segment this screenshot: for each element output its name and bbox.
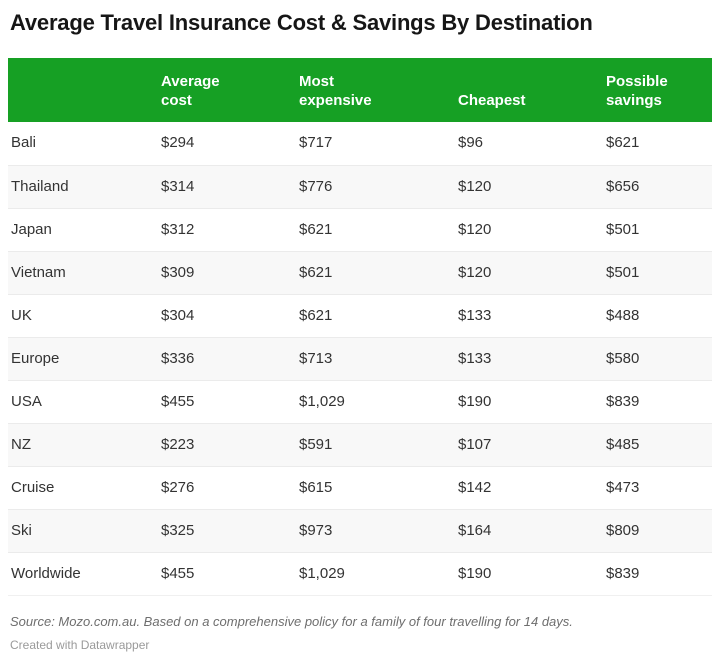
header-cheapest-label: Cheapest — [458, 92, 526, 109]
table-row: UK $304 $621 $133 $488 — [8, 294, 712, 337]
cell-destination: Ski — [11, 521, 32, 539]
cell-most-expensive: $1,029 — [299, 392, 345, 410]
table-body: Bali $294 $717 $96 $621 Thailand $314 $776 $120 $… — [8, 122, 712, 595]
header-most-expensive-label: Most expensive — [299, 73, 372, 109]
cell-most-expensive: $1,029 — [299, 564, 345, 582]
cell-most-expensive: $717 — [299, 134, 333, 152]
cell-possible-savings: $839 — [606, 392, 640, 410]
cell-most-expensive: $713 — [299, 349, 333, 367]
cell-destination: Worldwide — [11, 564, 81, 582]
cell-possible-savings: $501 — [606, 263, 640, 281]
cell-possible-savings: $485 — [606, 435, 640, 453]
cell-destination: Vietnam — [11, 263, 66, 281]
cell-most-expensive: $776 — [299, 177, 333, 195]
cell-cheapest: $120 — [458, 263, 492, 281]
table-row: Ski $325 $973 $164 $809 — [8, 509, 712, 552]
cell-average-cost: $223 — [161, 435, 195, 453]
table-row: Cruise $276 $615 $142 $473 — [8, 466, 712, 509]
cell-cheapest: $120 — [458, 220, 492, 238]
cell-destination: UK — [11, 306, 32, 324]
header-destination — [8, 58, 158, 122]
cell-average-cost: $455 — [161, 392, 195, 410]
table-row: Vietnam $309 $621 $120 $501 — [8, 251, 712, 294]
cell-destination: Cruise — [11, 478, 55, 496]
page-title: Average Travel Insurance Cost & Savings … — [10, 10, 593, 35]
cell-possible-savings: $839 — [606, 564, 640, 582]
cell-cheapest: $190 — [458, 392, 492, 410]
cell-destination: Thailand — [11, 177, 69, 195]
cell-cheapest: $190 — [458, 564, 492, 582]
cell-most-expensive: $615 — [299, 478, 333, 496]
datawrapper-credit: Created with Datawrapper — [10, 637, 150, 652]
cell-average-cost: $304 — [161, 306, 195, 324]
cell-average-cost: $312 — [161, 220, 195, 238]
cell-most-expensive: $621 — [299, 220, 333, 238]
cell-cheapest: $164 — [458, 521, 492, 539]
cell-cheapest: $133 — [458, 306, 492, 324]
header-average-cost: Average cost — [158, 58, 296, 122]
cell-cheapest: $107 — [458, 435, 492, 453]
cell-most-expensive: $973 — [299, 521, 333, 539]
cell-destination: Europe — [11, 349, 60, 367]
header-average-cost-label: Average cost — [161, 73, 220, 109]
cell-destination: Bali — [11, 134, 37, 152]
cell-average-cost: $294 — [161, 134, 195, 152]
table-row: Worldwide $455 $1,029 $190 $839 — [8, 552, 712, 595]
cell-average-cost: $314 — [161, 177, 195, 195]
cell-possible-savings: $488 — [606, 306, 640, 324]
cell-cheapest: $133 — [458, 349, 492, 367]
table-row: Europe $336 $713 $133 $580 — [8, 337, 712, 380]
cell-destination: USA — [11, 392, 42, 410]
cell-average-cost: $336 — [161, 349, 195, 367]
table-row: Thailand $314 $776 $120 $656 — [8, 165, 712, 208]
cell-possible-savings: $621 — [606, 134, 640, 152]
cell-cheapest: $120 — [458, 177, 492, 195]
table-row: Japan $312 $621 $120 $501 — [8, 208, 712, 251]
table-row: NZ $223 $591 $107 $485 — [8, 423, 712, 466]
header-most-expensive: Most expensive — [296, 58, 455, 122]
source-note: Source: Mozo.com.au. Based on a comprehe… — [10, 613, 573, 629]
table-row: USA $455 $1,029 $190 $839 — [8, 380, 712, 423]
table-header: Average cost Most expensive Cheapest Pos… — [8, 58, 712, 122]
cell-average-cost: $455 — [161, 564, 195, 582]
header-possible-savings-label: Possible savings — [606, 73, 668, 109]
cell-possible-savings: $501 — [606, 220, 640, 238]
cell-possible-savings: $473 — [606, 478, 640, 496]
cell-most-expensive: $621 — [299, 306, 333, 324]
cell-average-cost: $325 — [161, 521, 195, 539]
cell-average-cost: $309 — [161, 263, 195, 281]
cell-possible-savings: $656 — [606, 177, 640, 195]
table-row: Bali $294 $717 $96 $621 — [8, 122, 712, 165]
cell-average-cost: $276 — [161, 478, 195, 496]
cell-possible-savings: $809 — [606, 521, 640, 539]
insurance-cost-table: Average cost Most expensive Cheapest Pos… — [8, 58, 712, 596]
header-possible-savings: Possible savings — [603, 58, 712, 122]
cell-destination: NZ — [11, 435, 31, 453]
travel-insurance-cost-page: Average Travel Insurance Cost & Savings … — [0, 10, 720, 652]
cell-most-expensive: $621 — [299, 263, 333, 281]
cell-destination: Japan — [11, 220, 52, 238]
cell-cheapest: $96 — [458, 134, 484, 152]
header-cheapest: Cheapest — [455, 58, 603, 122]
cell-possible-savings: $580 — [606, 349, 640, 367]
table-header-row: Average cost Most expensive Cheapest Pos… — [8, 58, 712, 122]
cell-most-expensive: $591 — [299, 435, 333, 453]
cell-cheapest: $142 — [458, 478, 492, 496]
